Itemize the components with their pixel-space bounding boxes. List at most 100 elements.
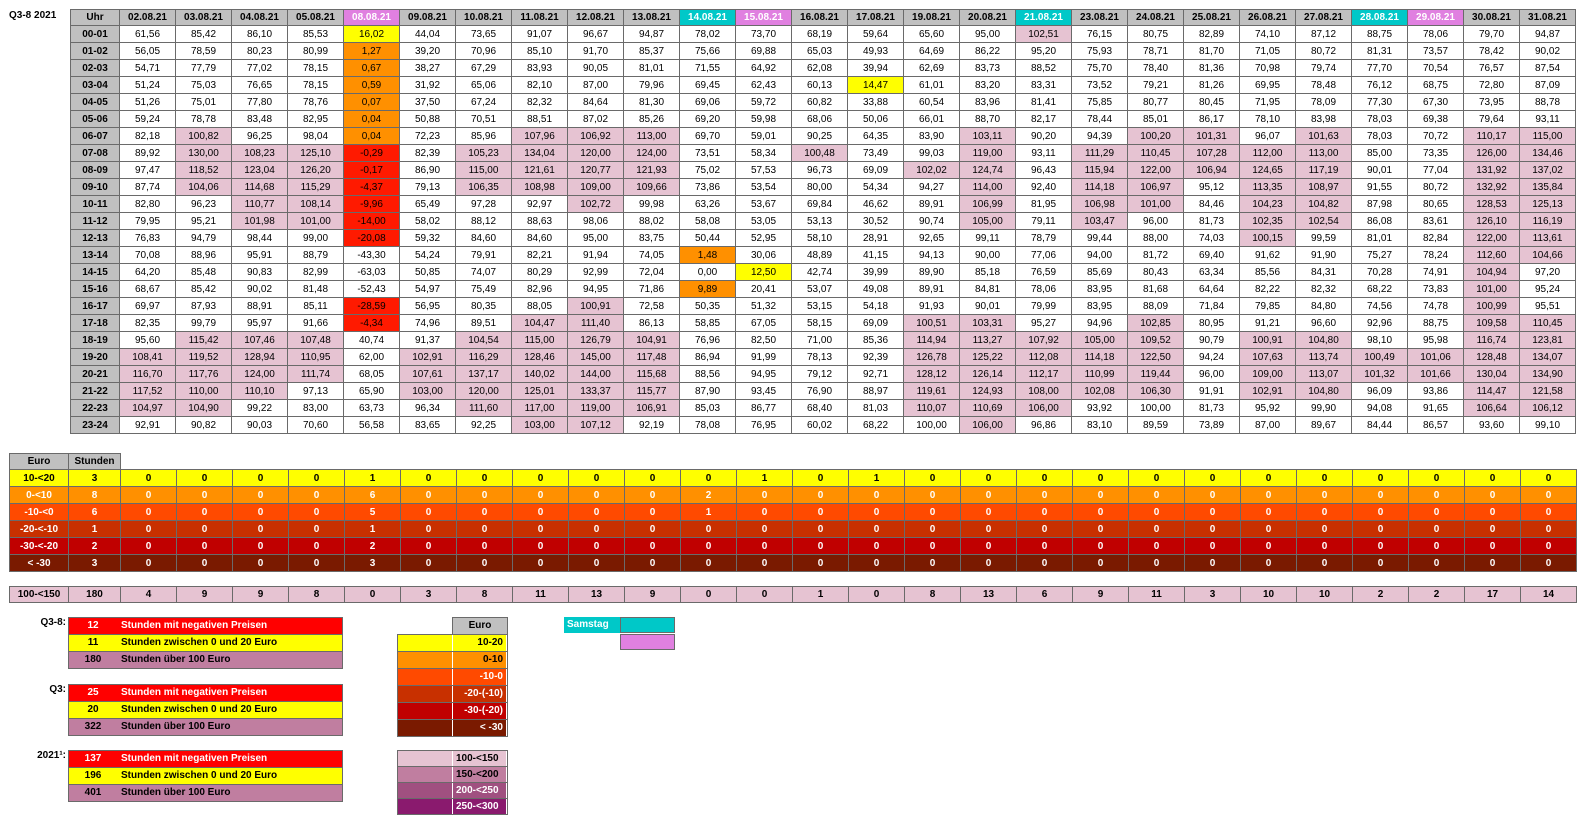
hour-header: Uhr: [70, 9, 120, 26]
histogram-row: 0-<10 8 0 0 0 0 6 0 0 0 0 0 2 0 0 0 0 0 0 0 0 0 0 0 0 0 0 0: [9, 486, 1577, 504]
price-cell: -4,37: [343, 178, 400, 196]
histogram-count: 0: [1072, 486, 1129, 504]
price-cell: 106,12: [1519, 399, 1576, 417]
price-cell: 53,54: [735, 178, 792, 196]
histogram-count: 0: [792, 537, 849, 555]
price-cell: 109,00: [567, 178, 624, 196]
histogram-count: 0: [680, 469, 737, 487]
price-cell: 96,00: [1183, 365, 1240, 383]
high-count: 9: [624, 586, 681, 603]
histogram-count: 0: [1408, 554, 1465, 572]
price-cell: 62,43: [735, 76, 792, 94]
histogram-count: 0: [736, 537, 793, 555]
price-cell: 84,60: [511, 229, 568, 247]
legend-label: 10-20: [453, 635, 506, 651]
price-cell: 82,89: [1183, 25, 1240, 43]
price-cell: 126,78: [903, 348, 960, 366]
price-cell: 110,45: [1519, 314, 1576, 332]
table-row: 18-19 95,60 115,42 107,46 107,48 40,74 91,37 10…: [70, 331, 1576, 349]
histogram-count: 0: [792, 520, 849, 538]
histogram-count: 0: [232, 503, 289, 521]
price-cell: 85,48: [175, 263, 232, 281]
price-cell: 104,54: [455, 331, 512, 349]
summary-text: Stunden mit negativen Preisen: [121, 620, 268, 631]
summary-count: 401: [84, 787, 102, 798]
price-cell: -0,29: [343, 144, 400, 162]
price-cell: 49,93: [847, 42, 904, 60]
price-cell: 90,82: [175, 416, 232, 434]
histogram-blank-header: [1017, 454, 1073, 470]
summary-text: Stunden zwischen 0 und 20 Euro: [121, 637, 278, 648]
high-total: 180: [68, 586, 121, 603]
price-cell: 68,40: [791, 399, 848, 417]
price-cell: 75,02: [679, 161, 736, 179]
histogram-total: 1: [68, 520, 121, 538]
price-cell: 81,48: [287, 280, 344, 298]
price-cell: 113,00: [623, 127, 680, 145]
price-cell: 87,54: [1519, 59, 1576, 77]
price-cell: 102,91: [399, 348, 456, 366]
price-cell: 84,81: [959, 280, 1016, 298]
price-cell: 70,54: [1407, 59, 1464, 77]
price-cell: 88,97: [847, 382, 904, 400]
table-row: 09-10 87,74 104,06 114,68 115,29 -4,37 79,13 10…: [70, 178, 1576, 196]
histogram-blank-header: [177, 454, 233, 470]
histogram-count: 0: [1072, 554, 1129, 572]
legend-high-row: 100-<150: [397, 750, 508, 767]
high-count: 9: [1072, 586, 1129, 603]
date-header: 28.08.21: [1351, 9, 1408, 26]
histogram-count: 0: [736, 503, 793, 521]
price-cell: 88,75: [1407, 314, 1464, 332]
price-cell: 80,65: [1407, 195, 1464, 213]
histogram-count: 0: [1016, 486, 1073, 504]
summary-period-label: Q3:: [49, 684, 66, 695]
price-cell: 59,01: [735, 127, 792, 145]
price-cell: 93,92: [1071, 399, 1128, 417]
histogram-count: 0: [960, 554, 1017, 572]
histogram-count: 1: [344, 469, 401, 487]
histogram-blank-header: [681, 454, 737, 470]
hour-cell: 19-20: [70, 348, 120, 366]
histogram-count: 0: [624, 537, 681, 555]
price-cell: 82,22: [1239, 280, 1296, 298]
histogram-count: 0: [1240, 520, 1297, 538]
histogram-count: 0: [288, 469, 345, 487]
table-row: 03-04 51,24 75,03 76,65 78,15 0,59 31,92 65,06 8…: [70, 76, 1576, 94]
price-cell: 117,19: [1295, 161, 1352, 179]
summary-count: 11: [87, 637, 99, 648]
price-cell: 79,74: [1295, 59, 1352, 77]
price-cell: 119,52: [175, 348, 232, 366]
price-cell: 75,70: [1071, 59, 1128, 77]
histogram-count: 0: [1352, 520, 1409, 538]
hour-cell: 01-02: [70, 42, 120, 60]
histogram-blank-header: [849, 454, 905, 470]
price-cell: 120,00: [455, 382, 512, 400]
price-cell: -28,59: [343, 297, 400, 315]
histogram-blank-header: [1409, 454, 1465, 470]
price-cell: 84,46: [1183, 195, 1240, 213]
histogram-count: 0: [120, 520, 177, 538]
table-row: 05-06 59,24 78,78 83,48 82,95 0,04 50,88 70,51 8…: [70, 110, 1576, 128]
high-count: 17: [1464, 586, 1521, 603]
price-cell: 95,98: [1407, 331, 1464, 349]
price-cell: 88,78: [1519, 93, 1576, 111]
price-cell: 64,69: [903, 42, 960, 60]
price-cell: 107,46: [231, 331, 288, 349]
price-cell: 81,31: [1351, 42, 1408, 60]
histogram-count: 0: [904, 486, 961, 504]
price-cell: 115,77: [623, 382, 680, 400]
price-cell: 0,04: [343, 110, 400, 128]
price-cell: 114,18: [1071, 178, 1128, 196]
date-header: 10.08.21: [455, 9, 512, 26]
price-cell: 93,60: [1463, 416, 1520, 434]
price-cell: 49,08: [847, 280, 904, 298]
price-cell: 85,56: [1239, 263, 1296, 281]
histogram-count: 0: [1128, 520, 1185, 538]
price-cell: 81,70: [1183, 42, 1240, 60]
price-cell: 74,91: [1407, 263, 1464, 281]
price-cell: 92,19: [623, 416, 680, 434]
price-cell: 69,84: [791, 195, 848, 213]
price-cell: 103,11: [959, 127, 1016, 145]
price-cell: 97,28: [455, 195, 512, 213]
price-cell: 66,01: [903, 110, 960, 128]
